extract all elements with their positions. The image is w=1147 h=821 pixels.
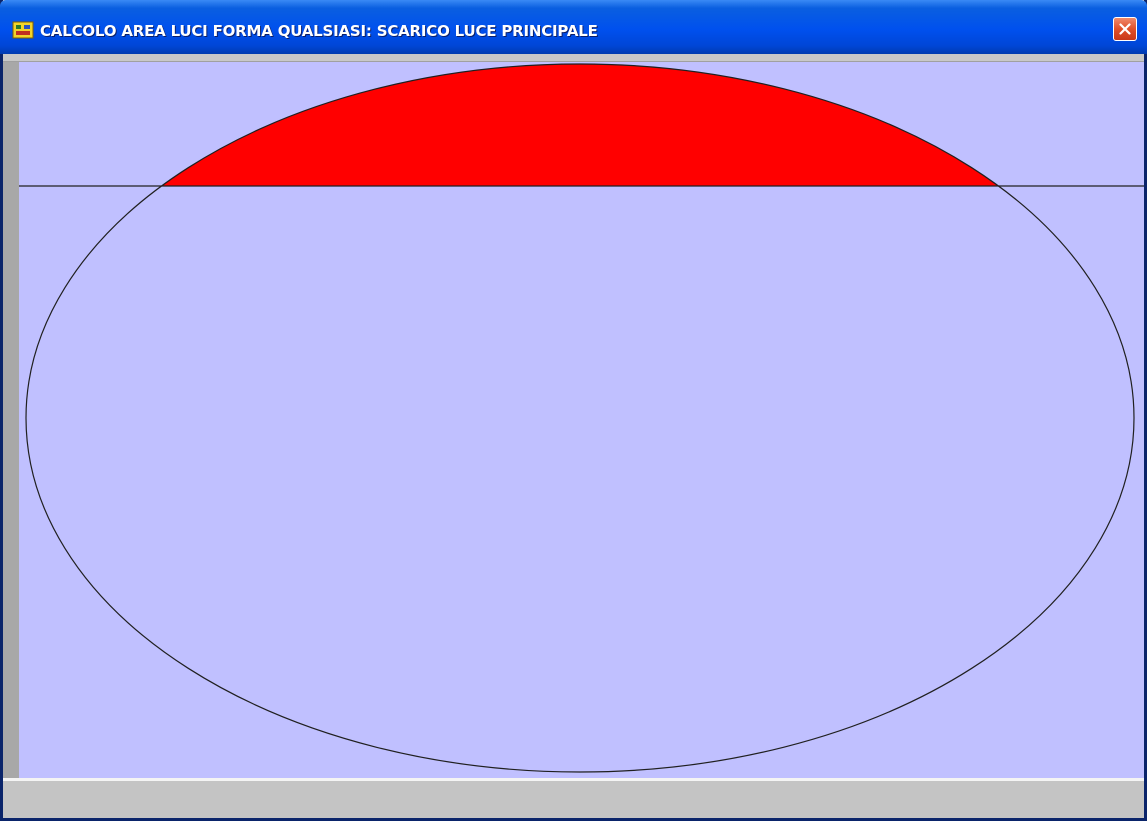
close-icon xyxy=(1119,23,1131,35)
canvas-top-frame xyxy=(3,54,1144,62)
drawing-canvas xyxy=(3,62,1144,778)
status-bar xyxy=(3,778,1144,818)
app-icon xyxy=(12,21,34,39)
ellipse-outline xyxy=(25,63,1135,773)
filled-segment xyxy=(161,64,999,186)
close-button[interactable] xyxy=(1113,17,1137,41)
window-title: CALCOLO AREA LUCI FORMA QUALSIASI: SCARI… xyxy=(40,22,598,40)
canvas-left-frame xyxy=(3,62,19,778)
title-bar[interactable]: CALCOLO AREA LUCI FORMA QUALSIASI: SCARI… xyxy=(0,0,1147,54)
